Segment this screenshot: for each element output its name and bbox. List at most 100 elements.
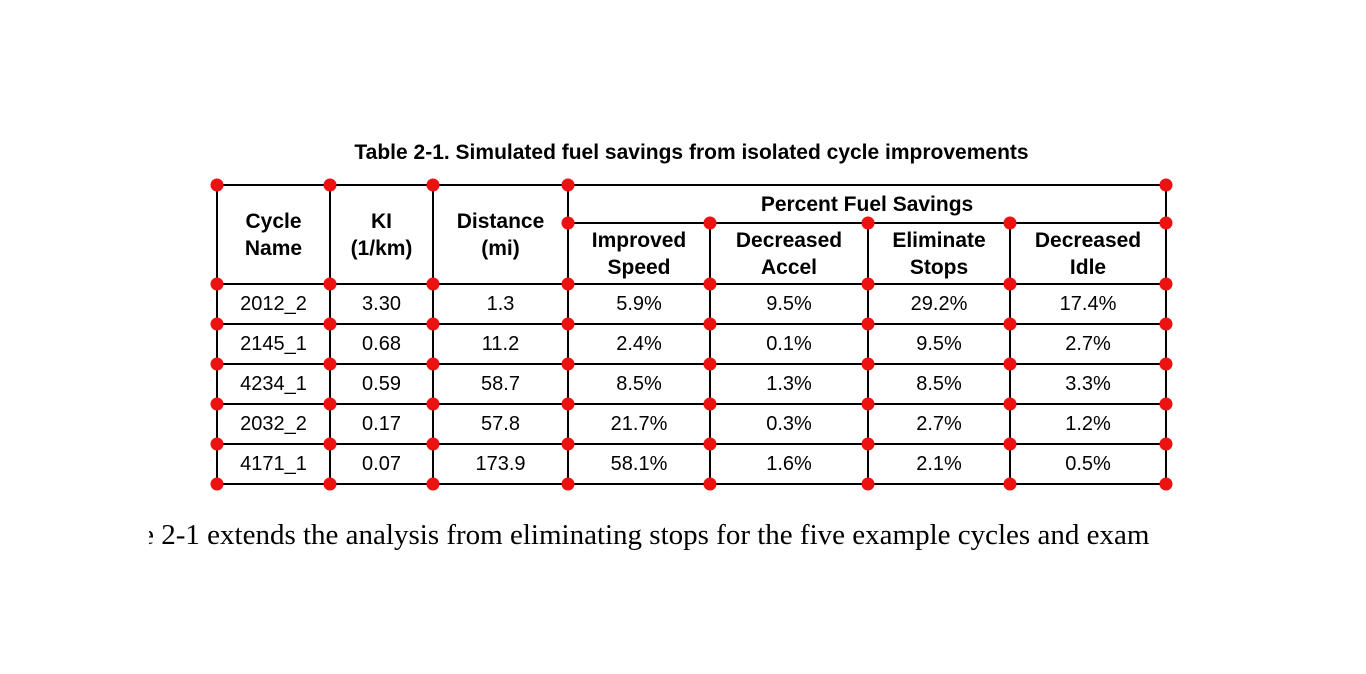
body-text-line: e 2-1 extends the analysis from eliminat… [149, 519, 1149, 552]
corner-marker-dot [1159, 357, 1173, 371]
cell-decreased-idle: 0.5% [1008, 443, 1168, 485]
corner-marker-dot [561, 216, 575, 230]
corner-marker-dot [561, 277, 575, 291]
cell-ki: 0.17 [329, 403, 434, 445]
corner-marker-dot [1159, 277, 1173, 291]
corner-marker-dot [210, 397, 224, 411]
cell-cycle-name: 2032_2 [216, 403, 331, 445]
cell-decreased-idle: 2.7% [1008, 323, 1168, 365]
table-row: 2012_2 3.30 1.3 5.9% 9.5% 29.2% 17.4% [216, 283, 1168, 325]
corner-marker-dot [703, 277, 717, 291]
corner-marker-dot [1159, 437, 1173, 451]
cell-improved-speed: 58.1% [567, 443, 711, 485]
corner-marker-dot [861, 397, 875, 411]
cell-distance: 57.8 [432, 403, 569, 445]
corner-marker-dot [426, 277, 440, 291]
cell-cycle-name: 2145_1 [216, 323, 331, 365]
corner-marker-dot [1003, 357, 1017, 371]
corner-marker-dot [1159, 397, 1173, 411]
cell-eliminate-stops: 8.5% [867, 363, 1011, 405]
cell-improved-speed: 5.9% [567, 283, 711, 325]
corner-marker-dot [1003, 397, 1017, 411]
corner-marker-dot [1003, 437, 1017, 451]
cell-eliminate-stops: 9.5% [867, 323, 1011, 365]
corner-marker-dot [703, 437, 717, 451]
header-row-group: Cycle Name KI (1/km) Distance (mi) Perce… [216, 184, 1168, 285]
corner-marker-dot [323, 397, 337, 411]
header-distance: Distance (mi) [432, 184, 569, 285]
corner-marker-dot [1159, 178, 1173, 192]
cell-ki: 0.68 [329, 323, 434, 365]
header-eliminate-stops: Eliminate Stops [867, 222, 1011, 285]
corner-marker-dot [861, 317, 875, 331]
corner-marker-dot [210, 277, 224, 291]
corner-marker-dot [426, 357, 440, 371]
table-row: 2145_1 0.68 11.2 2.4% 0.1% 9.5% 2.7% [216, 323, 1168, 365]
corner-marker-dot [1159, 216, 1173, 230]
corner-marker-dot [426, 317, 440, 331]
corner-marker-dot [426, 437, 440, 451]
corner-marker-dot [323, 317, 337, 331]
corner-marker-dot [703, 397, 717, 411]
cell-ki: 0.07 [329, 443, 434, 485]
corner-marker-dot [561, 477, 575, 491]
table-row: 4171_1 0.07 173.9 58.1% 1.6% 2.1% 0.5% [216, 443, 1168, 485]
corner-marker-dot [323, 437, 337, 451]
corner-marker-dot [1159, 477, 1173, 491]
cell-improved-speed: 8.5% [567, 363, 711, 405]
corner-marker-dot [861, 357, 875, 371]
corner-marker-dot [561, 178, 575, 192]
cell-improved-speed: 2.4% [567, 323, 711, 365]
fuel-savings-table: Cycle Name KI (1/km) Distance (mi) Perce… [216, 184, 1168, 485]
corner-marker-dot [1003, 277, 1017, 291]
corner-marker-dot [210, 357, 224, 371]
cell-cycle-name: 4234_1 [216, 363, 331, 405]
clipped-character: e [149, 519, 154, 552]
cell-ki: 3.30 [329, 283, 434, 325]
corner-marker-dot [426, 397, 440, 411]
cell-ki: 0.59 [329, 363, 434, 405]
header-decreased-accel: Decreased Accel [709, 222, 869, 285]
corner-marker-dot [1003, 477, 1017, 491]
cell-decreased-accel: 1.3% [709, 363, 869, 405]
cell-distance: 58.7 [432, 363, 569, 405]
header-decreased-idle: Decreased Idle [1008, 222, 1168, 285]
corner-marker-dot [323, 477, 337, 491]
header-cycle-name: Cycle Name [216, 184, 331, 285]
cell-decreased-idle: 1.2% [1008, 403, 1168, 445]
corner-marker-dot [703, 357, 717, 371]
cell-eliminate-stops: 29.2% [867, 283, 1011, 325]
cell-distance: 11.2 [432, 323, 569, 365]
cell-decreased-accel: 0.3% [709, 403, 869, 445]
corner-marker-dot [1003, 317, 1017, 331]
corner-marker-dot [210, 317, 224, 331]
corner-marker-dot [561, 397, 575, 411]
cell-decreased-accel: 0.1% [709, 323, 869, 365]
cell-improved-speed: 21.7% [567, 403, 711, 445]
corner-marker-dot [323, 357, 337, 371]
cell-eliminate-stops: 2.1% [867, 443, 1011, 485]
corner-marker-dot [561, 357, 575, 371]
cell-cycle-name: 4171_1 [216, 443, 331, 485]
header-row-sub: Improved Speed Decreased Accel Eliminate… [217, 222, 1168, 285]
corner-marker-dot [323, 178, 337, 192]
corner-marker-dot [703, 216, 717, 230]
table-row: 2032_2 0.17 57.8 21.7% 0.3% 2.7% 1.2% [216, 403, 1168, 445]
corner-marker-dot [210, 477, 224, 491]
cell-decreased-accel: 9.5% [709, 283, 869, 325]
table-caption: Table 2-1. Simulated fuel savings from i… [354, 141, 1029, 164]
corner-marker-dot [426, 178, 440, 192]
corner-marker-dot [210, 437, 224, 451]
cell-decreased-idle: 17.4% [1008, 283, 1168, 325]
corner-marker-dot [323, 277, 337, 291]
cell-decreased-accel: 1.6% [709, 443, 869, 485]
corner-marker-dot [561, 317, 575, 331]
corner-marker-dot [861, 277, 875, 291]
cell-eliminate-stops: 2.7% [867, 403, 1011, 445]
corner-marker-dot [861, 437, 875, 451]
corner-marker-dot [426, 477, 440, 491]
corner-marker-dot [703, 477, 717, 491]
corner-marker-dot [861, 477, 875, 491]
corner-marker-dot [561, 437, 575, 451]
